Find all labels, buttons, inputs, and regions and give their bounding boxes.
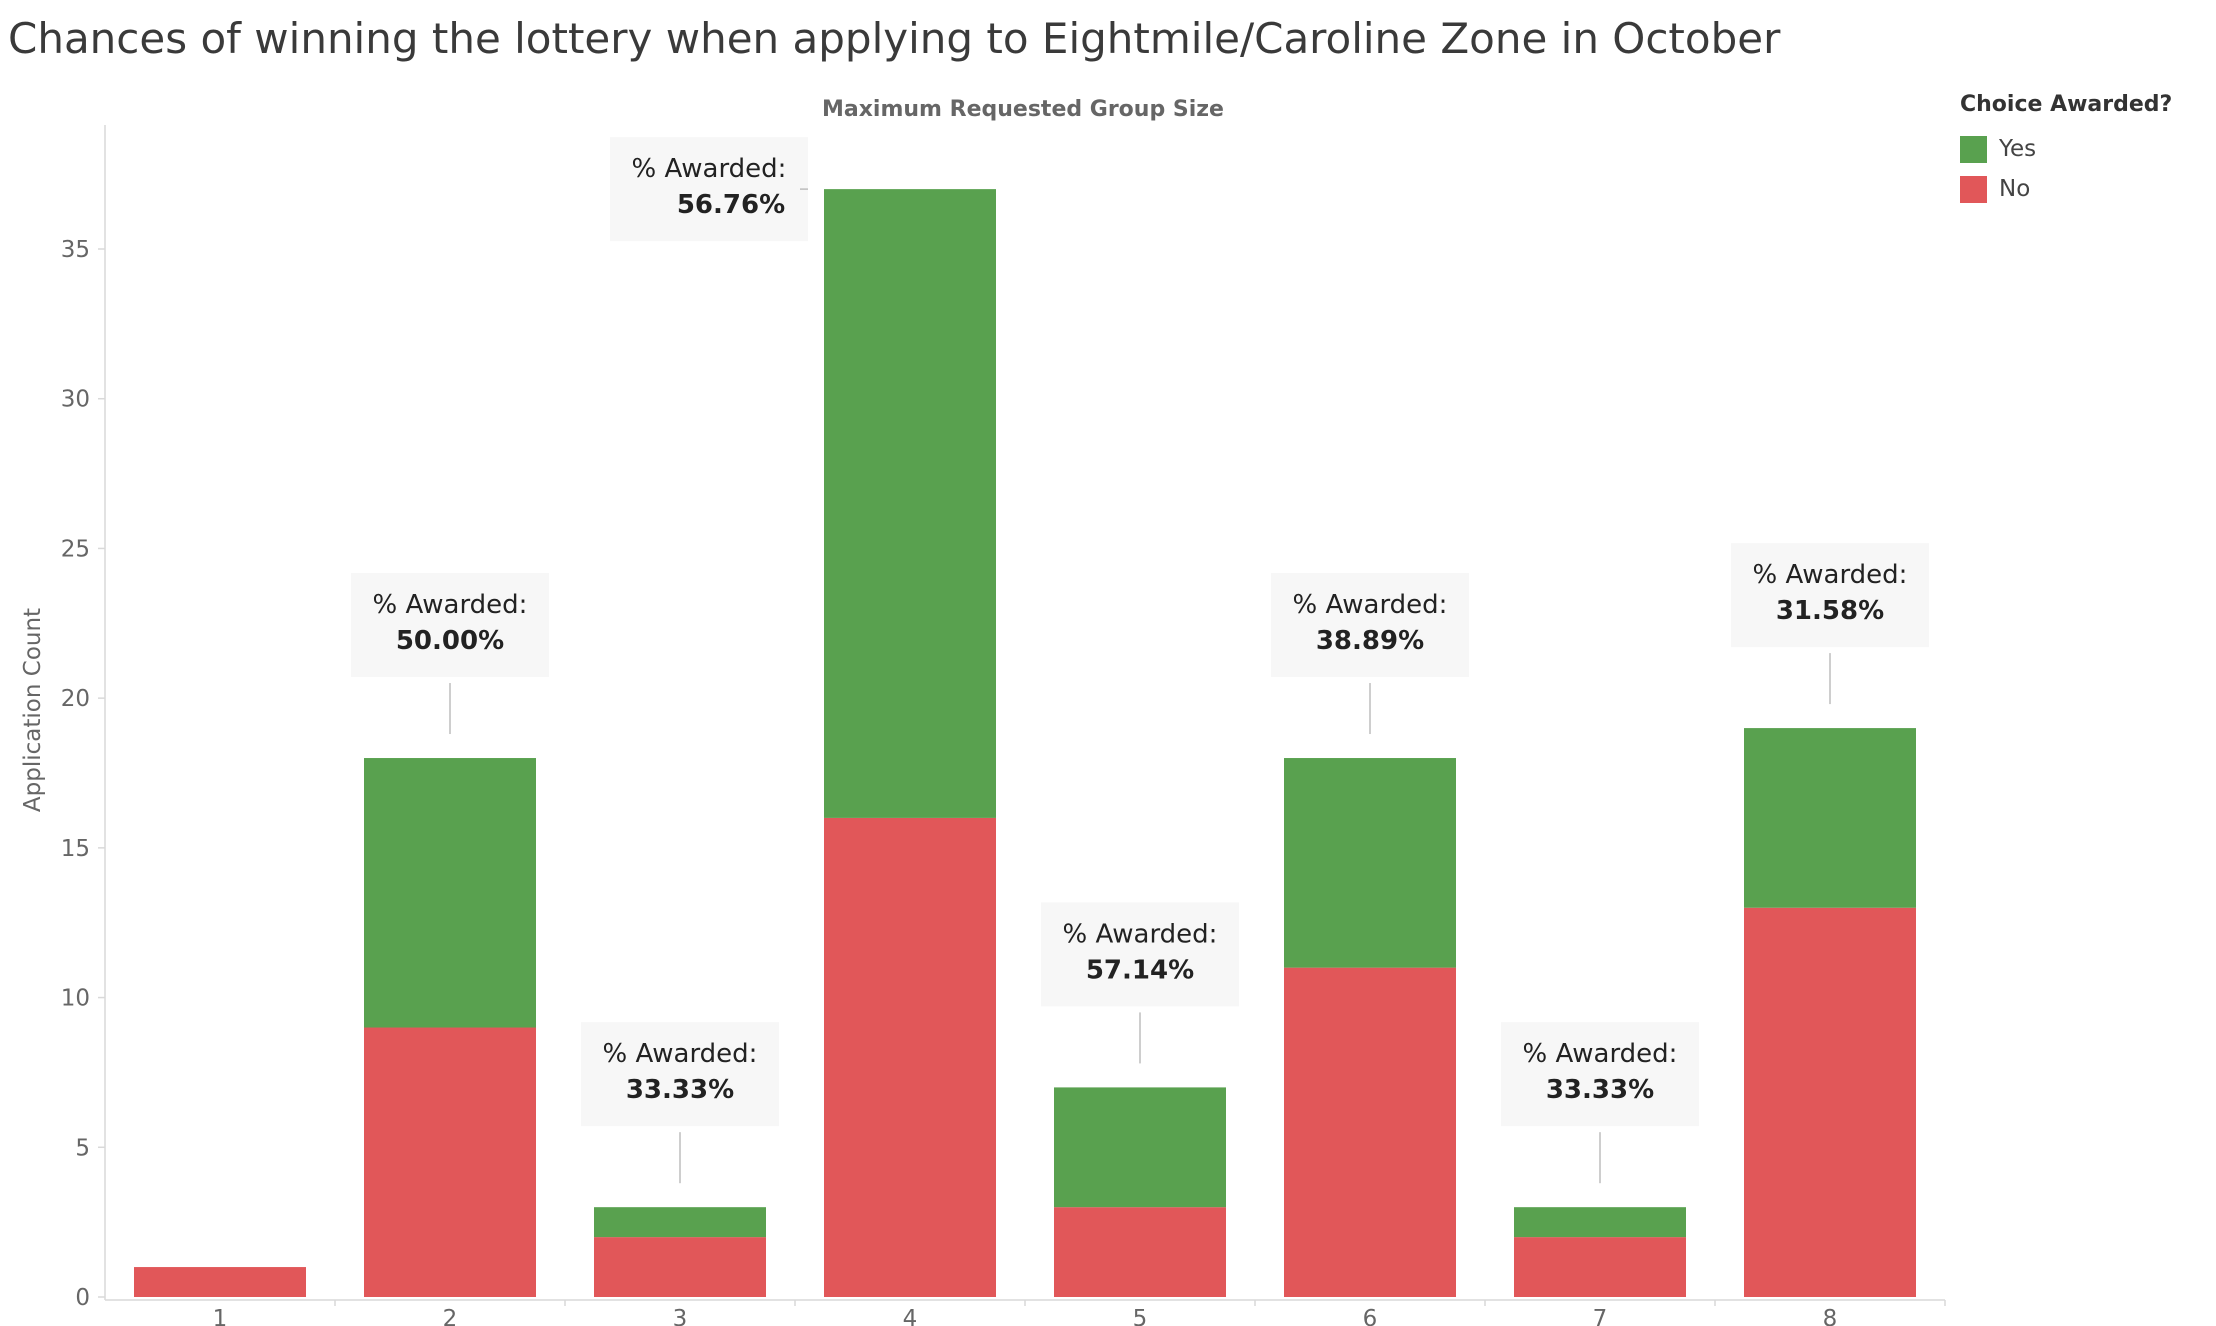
annotation-value-8: 31.58% xyxy=(1776,596,1884,626)
x-tick-label-6: 6 xyxy=(1363,1306,1378,1326)
y-tick-label: 5 xyxy=(75,1135,90,1161)
bar-no-6[interactable] xyxy=(1284,967,1456,1297)
annotation-box-3 xyxy=(581,1022,779,1127)
annotation-box-5 xyxy=(1041,902,1239,1007)
legend: Choice Awarded? Yes No xyxy=(1960,92,2172,209)
legend-item-yes[interactable]: Yes xyxy=(1960,129,2172,169)
y-tick-label: 30 xyxy=(61,387,90,413)
annotation-value-7: 33.33% xyxy=(1546,1075,1654,1105)
annotation-value-2: 50.00% xyxy=(396,626,504,656)
x-tick-label-7: 7 xyxy=(1593,1306,1608,1326)
y-tick-label: 20 xyxy=(61,686,90,712)
y-tick-label: 15 xyxy=(61,836,90,862)
annotation-box-7 xyxy=(1501,1022,1699,1127)
legend-swatch-yes xyxy=(1960,135,1987,163)
legend-label-no: No xyxy=(1999,176,2031,202)
page-title: Chances of winning the lottery when appl… xyxy=(8,14,1781,63)
y-tick-label: 25 xyxy=(61,536,90,562)
annotation-label-6: % Awarded: xyxy=(1293,590,1448,620)
annotation-value-5: 57.14% xyxy=(1086,955,1194,985)
annotation-label-8: % Awarded: xyxy=(1753,560,1908,590)
annotation-box-8 xyxy=(1731,543,1929,648)
bar-no-8[interactable] xyxy=(1744,907,1916,1297)
annotation-label-3: % Awarded: xyxy=(603,1039,758,1069)
bar-yes-3[interactable] xyxy=(594,1207,766,1238)
x-tick-label-2: 2 xyxy=(443,1306,458,1326)
bar-no-3[interactable] xyxy=(594,1237,766,1297)
annotation-label-7: % Awarded: xyxy=(1523,1039,1678,1069)
bar-no-5[interactable] xyxy=(1054,1207,1226,1297)
annotation-label-4: % Awarded: xyxy=(632,154,787,184)
bar-yes-6[interactable] xyxy=(1284,758,1456,968)
annotation-box-6 xyxy=(1271,573,1469,678)
bar-yes-4[interactable] xyxy=(824,189,996,818)
x-tick-label-1: 1 xyxy=(213,1306,228,1326)
x-axis-title: Maximum Requested Group Size xyxy=(822,97,1224,122)
bar-no-2[interactable] xyxy=(364,1027,536,1297)
y-tick-label: 0 xyxy=(75,1285,90,1311)
y-tick-label: 10 xyxy=(61,986,90,1012)
bar-no-1[interactable] xyxy=(134,1267,306,1297)
annotation-label-2: % Awarded: xyxy=(373,590,528,620)
annotation-value-6: 38.89% xyxy=(1316,626,1424,656)
bar-yes-7[interactable] xyxy=(1514,1207,1686,1238)
x-tick-label-3: 3 xyxy=(673,1306,688,1326)
bar-no-4[interactable] xyxy=(824,817,996,1297)
bar-yes-5[interactable] xyxy=(1054,1087,1226,1208)
legend-swatch-no xyxy=(1960,175,1987,203)
annotation-label-5: % Awarded: xyxy=(1063,919,1218,949)
bar-yes-8[interactable] xyxy=(1744,728,1916,908)
annotation-box-4 xyxy=(610,137,808,242)
annotation-value-4: 56.76% xyxy=(677,190,785,220)
bar-yes-2[interactable] xyxy=(364,758,536,1028)
y-axis-title: Application Count xyxy=(20,608,46,812)
x-tick-label-4: 4 xyxy=(903,1306,918,1326)
bar-no-7[interactable] xyxy=(1514,1237,1686,1297)
y-tick-label: 35 xyxy=(61,237,90,263)
x-tick-label-5: 5 xyxy=(1133,1306,1148,1326)
legend-item-no[interactable]: No xyxy=(1960,169,2172,209)
legend-label-yes: Yes xyxy=(1999,136,2037,162)
annotation-value-3: 33.33% xyxy=(626,1075,734,1105)
annotation-box-2 xyxy=(351,573,549,678)
x-tick-label-8: 8 xyxy=(1823,1306,1838,1326)
legend-title: Choice Awarded? xyxy=(1960,92,2173,117)
